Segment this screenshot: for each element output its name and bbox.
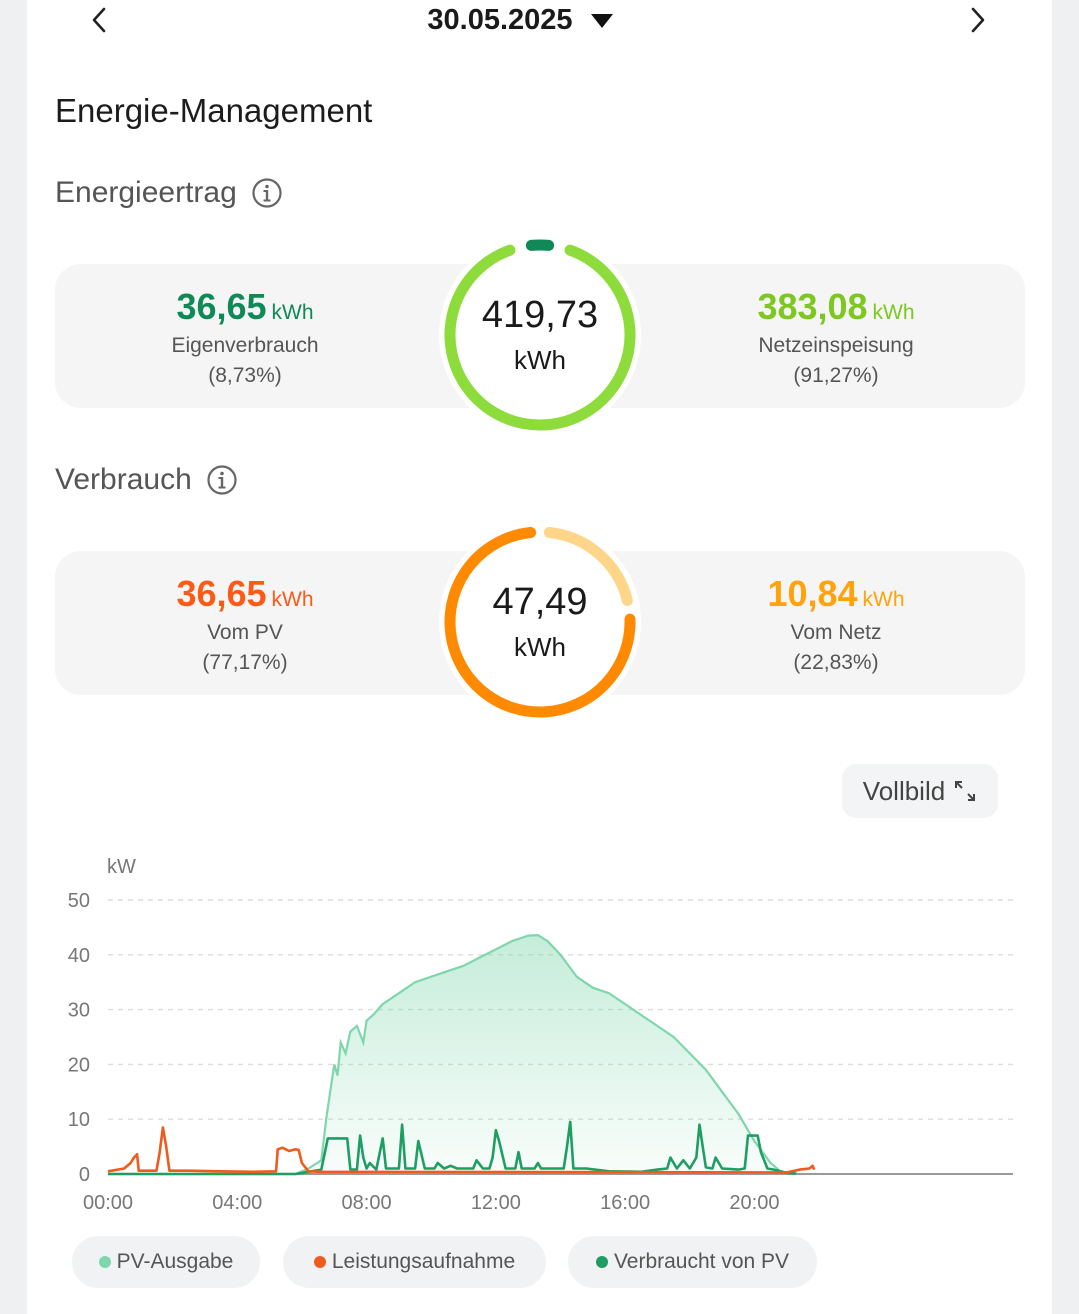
next-day-button[interactable] — [947, 0, 1007, 40]
x-tick-label: 16:00 — [600, 1192, 650, 1214]
yield-section-title: Energieertrag — [55, 176, 283, 210]
x-tick-label: 04:00 — [212, 1192, 262, 1214]
fullscreen-button[interactable]: Vollbild — [842, 764, 998, 818]
caret-down-icon — [590, 14, 613, 28]
legend-used-pv-label: Verbraucht von PV — [613, 1250, 790, 1273]
self-consumption-unit: kWh — [271, 301, 314, 324]
legend-power-consumption[interactable]: Leistungsaufnahme — [283, 1236, 546, 1288]
date-label: 30.05.2025 — [427, 3, 573, 36]
self-consumption-label: Eigenverbrauch — [171, 334, 319, 357]
legend-consumption-label: Leistungsaufnahme — [331, 1250, 516, 1273]
x-tick-label: 08:00 — [342, 1192, 392, 1214]
from-pv-stat: 36,65 kWh Vom PV (77,17%) — [95, 573, 395, 675]
from-pv-unit: kWh — [271, 588, 314, 611]
info-icon[interactable] — [206, 464, 238, 496]
x-tick-label: 20:00 — [729, 1192, 779, 1214]
consumption-ring-chart — [444, 526, 636, 718]
info-icon[interactable] — [251, 177, 283, 209]
yield-total: 419,73 kWh — [439, 234, 641, 436]
y-tick-label: 10 — [68, 1109, 90, 1131]
consumption-from-grid-arc — [543, 526, 633, 607]
consumption-total: 47,49 kWh — [439, 521, 641, 723]
yield-ring-chart — [444, 239, 636, 431]
chevron-left-icon — [92, 7, 106, 33]
from-grid-label: Vom Netz — [790, 621, 882, 644]
pv-output-line — [108, 933, 797, 1176]
grid-feed-value: 383,08 — [757, 286, 868, 327]
consumption-from-pv-arc — [444, 526, 636, 718]
yield-title-label: Energieertrag — [55, 176, 237, 209]
pv-output-area — [108, 935, 797, 1174]
expand-icon — [955, 781, 976, 801]
from-grid-percent: (22,83%) — [793, 651, 879, 674]
from-pv-label: Vom PV — [207, 621, 283, 644]
consumption-total-value: 47,49 — [492, 581, 588, 623]
legend-pv-output[interactable]: PV-Ausgabe — [72, 1236, 260, 1288]
page-title: Energie-Management — [55, 92, 373, 129]
y-tick-label: 0 — [79, 1164, 90, 1186]
y-tick-label: 30 — [68, 1000, 90, 1022]
y-tick-label: 20 — [68, 1054, 90, 1076]
from-pv-percent: (77,17%) — [202, 651, 288, 674]
previous-day-button[interactable] — [70, 0, 130, 40]
from-grid-stat: 10,84 kWh Vom Netz (22,83%) — [686, 573, 986, 675]
consumption-section-title: Verbrauch — [55, 463, 238, 497]
consumption-title-label: Verbrauch — [55, 463, 192, 496]
from-pv-value: 36,65 — [176, 573, 267, 614]
used-from-pv-line — [108, 1120, 797, 1176]
from-grid-value: 10,84 — [767, 573, 858, 614]
chevron-right-icon — [971, 7, 985, 33]
consumption-dot-icon — [313, 1256, 326, 1268]
self-consumption-value: 36,65 — [176, 286, 267, 327]
date-selector[interactable]: 30.05.2025 — [400, 2, 640, 38]
grid-feed-percent: (91,27%) — [793, 364, 879, 387]
used-pv-dot-icon — [595, 1256, 608, 1268]
grid-feed-label: Netzeinspeisung — [758, 334, 914, 357]
self-consumption-percent: (8,73%) — [208, 364, 282, 387]
yield-ring: 419,73 kWh — [439, 234, 641, 436]
self-consumption-stat: 36,65 kWh Eigenverbrauch (8,73%) — [95, 286, 395, 388]
consumption-ring: 47,49 kWh — [439, 521, 641, 723]
from-grid-unit: kWh — [862, 588, 905, 611]
y-tick-label: 40 — [68, 945, 90, 967]
yield-total-value: 419,73 — [481, 294, 599, 336]
consumption-total-unit: kWh — [514, 632, 566, 662]
x-tick-label: 12:00 — [471, 1192, 521, 1214]
yield-grid-feed-arc — [444, 244, 636, 431]
grid-feed-stat: 383,08 kWh Netzeinspeisung (91,27%) — [686, 286, 986, 388]
x-axis-ticks: 00:00 04:00 08:00 12:00 16:00 20:00 — [83, 1192, 779, 1214]
pv-output-dot-icon — [98, 1256, 111, 1268]
legend-used-from-pv[interactable]: Verbraucht von PV — [568, 1236, 817, 1288]
power-chart: kW 0 10 20 30 40 50 00:00 04:00 08:00 12:00 16:00… — [68, 856, 1013, 1214]
grid-feed-unit: kWh — [872, 301, 915, 324]
x-tick-label: 00:00 — [83, 1192, 133, 1214]
y-axis-label: kW — [107, 856, 136, 878]
y-tick-label: 50 — [68, 890, 90, 912]
fullscreen-label: Vollbild — [862, 775, 946, 806]
yield-total-unit: kWh — [514, 345, 566, 375]
y-axis-ticks: 0 10 20 30 40 50 — [68, 890, 90, 1186]
power-consumption-line — [107, 1126, 816, 1174]
legend-pv-output-label: PV-Ausgabe — [116, 1250, 234, 1273]
